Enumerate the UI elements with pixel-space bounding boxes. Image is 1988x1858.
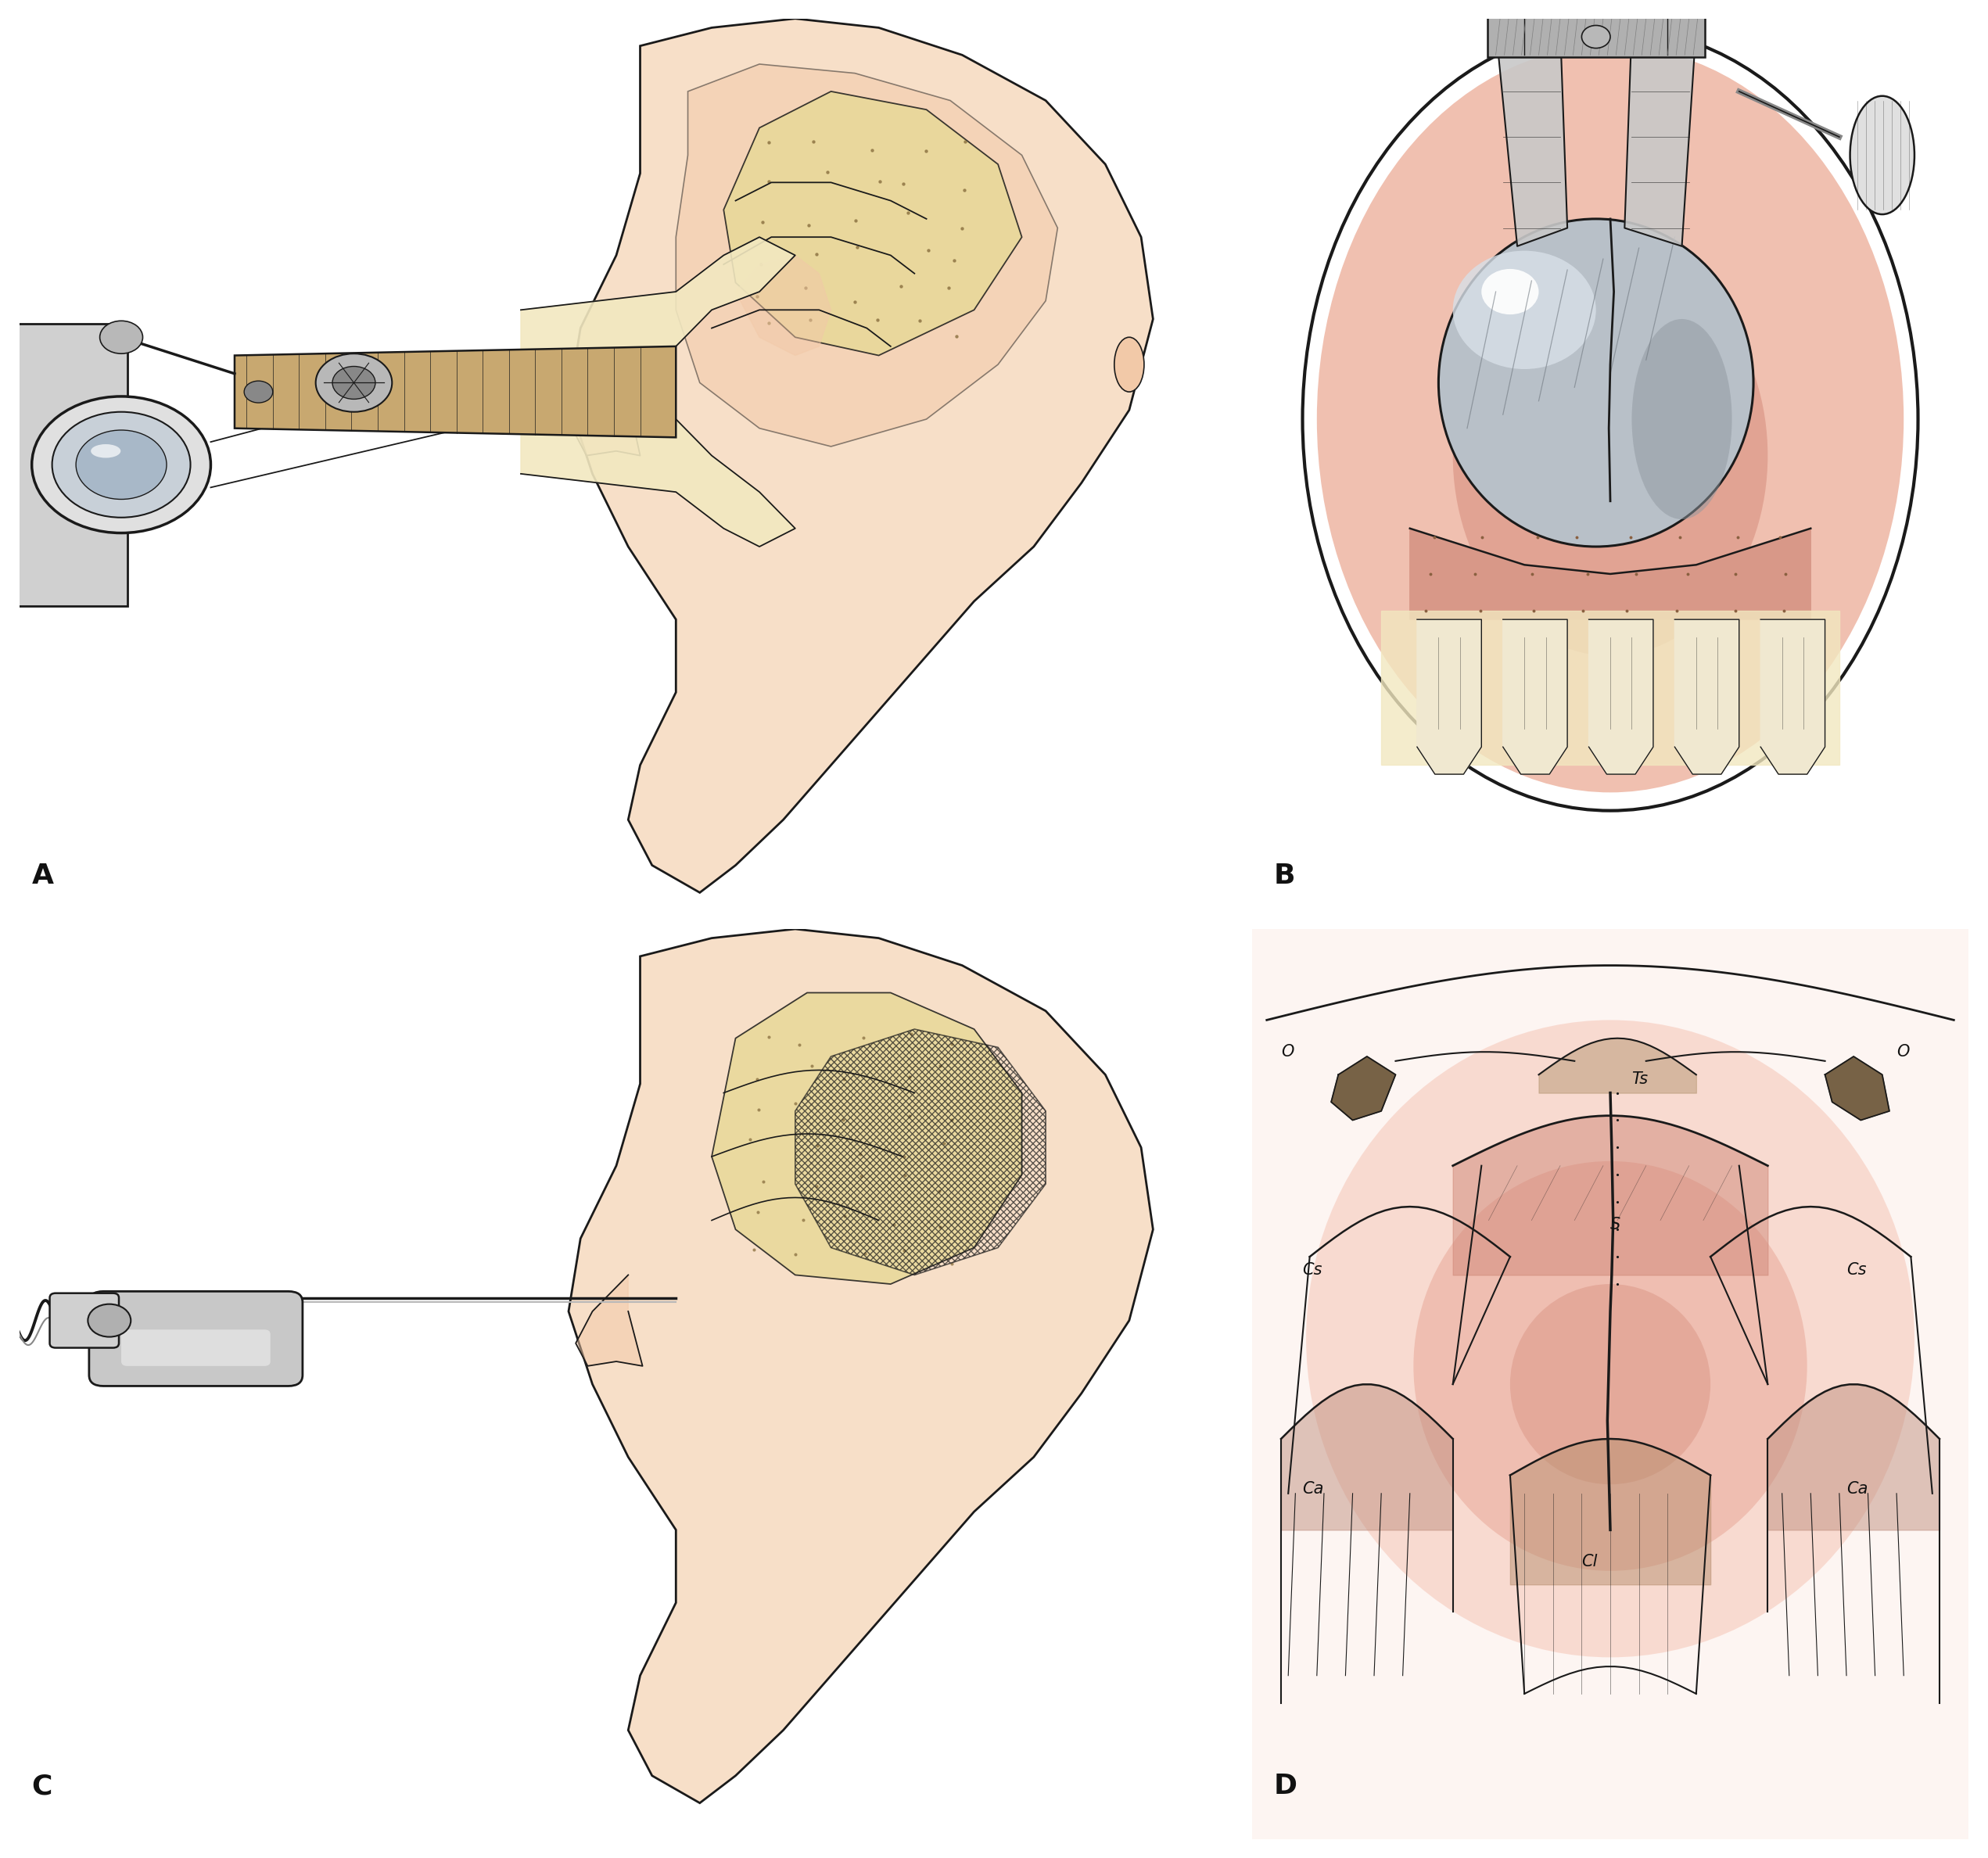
Polygon shape	[569, 929, 1153, 1802]
Ellipse shape	[1306, 1020, 1914, 1657]
Text: Cl: Cl	[1582, 1553, 1598, 1570]
FancyBboxPatch shape	[1487, 17, 1706, 58]
Circle shape	[52, 412, 191, 518]
Text: S: S	[1610, 1217, 1620, 1232]
Ellipse shape	[1511, 1284, 1710, 1485]
Circle shape	[99, 321, 143, 353]
Circle shape	[316, 353, 392, 412]
Polygon shape	[712, 992, 1022, 1284]
Polygon shape	[1588, 619, 1654, 775]
Ellipse shape	[1582, 26, 1610, 48]
Polygon shape	[235, 346, 676, 437]
Polygon shape	[521, 238, 795, 364]
Polygon shape	[1332, 1057, 1396, 1120]
Circle shape	[87, 1304, 131, 1338]
Text: Cs: Cs	[1302, 1262, 1322, 1278]
Polygon shape	[1761, 619, 1825, 775]
Text: Cs: Cs	[1847, 1262, 1867, 1278]
Ellipse shape	[1113, 338, 1145, 392]
Ellipse shape	[1453, 251, 1596, 370]
Text: C: C	[32, 1773, 52, 1799]
Polygon shape	[575, 364, 640, 455]
Polygon shape	[521, 420, 795, 546]
Ellipse shape	[1481, 269, 1539, 314]
Polygon shape	[569, 19, 1153, 892]
Polygon shape	[1417, 619, 1481, 775]
FancyBboxPatch shape	[14, 323, 127, 606]
Circle shape	[1302, 28, 1918, 810]
Polygon shape	[577, 1275, 642, 1366]
Text: Ts: Ts	[1632, 1072, 1648, 1087]
Polygon shape	[1252, 929, 1968, 1839]
Text: Ca: Ca	[1302, 1481, 1324, 1496]
Circle shape	[32, 396, 211, 533]
Circle shape	[1316, 46, 1905, 792]
Text: B: B	[1274, 862, 1296, 888]
Circle shape	[76, 429, 167, 500]
Polygon shape	[1503, 619, 1567, 775]
Text: O: O	[1897, 1044, 1908, 1059]
FancyBboxPatch shape	[50, 1293, 119, 1347]
Text: A: A	[32, 862, 54, 888]
Polygon shape	[736, 255, 831, 355]
Polygon shape	[1674, 619, 1740, 775]
Ellipse shape	[1632, 320, 1732, 518]
Polygon shape	[1409, 528, 1811, 619]
Text: O: O	[1280, 1044, 1294, 1059]
Polygon shape	[724, 91, 1022, 355]
Ellipse shape	[1851, 97, 1914, 214]
Polygon shape	[1495, 28, 1567, 247]
Ellipse shape	[1439, 219, 1753, 546]
FancyBboxPatch shape	[89, 1291, 302, 1386]
Text: Ca: Ca	[1847, 1481, 1869, 1496]
FancyBboxPatch shape	[121, 1330, 270, 1366]
Polygon shape	[1382, 609, 1839, 765]
Ellipse shape	[1413, 1161, 1807, 1570]
Circle shape	[332, 366, 376, 399]
Polygon shape	[1825, 1057, 1889, 1120]
Text: D: D	[1274, 1773, 1298, 1799]
Polygon shape	[676, 65, 1058, 446]
Circle shape	[1453, 255, 1767, 656]
Polygon shape	[1624, 28, 1696, 247]
Ellipse shape	[91, 444, 121, 457]
Circle shape	[245, 381, 272, 403]
